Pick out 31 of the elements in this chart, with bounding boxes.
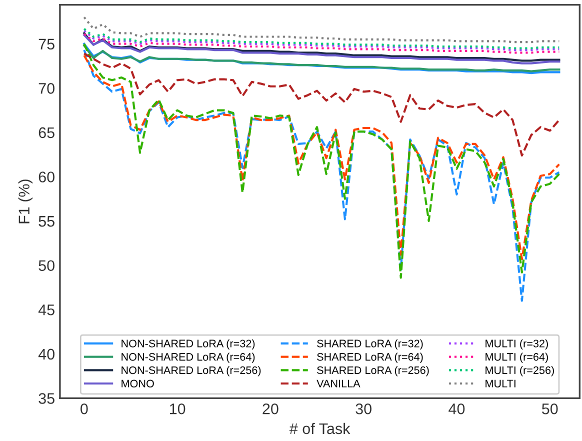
legend-label: MULTI (r=256) (486, 366, 554, 376)
legend-label: MONO (122, 380, 154, 388)
line-series (83, 52, 560, 157)
y-tick-label: 55 (38, 216, 54, 227)
y-tick-label: 40 (38, 348, 54, 360)
x-tick-label: 30 (356, 403, 372, 414)
legend-label: NON-SHARED LoRA (r=256) (122, 366, 261, 376)
legend-label: SHARED LoRA (r=32) (317, 339, 423, 350)
legend-label: MULTI (r=32) (486, 339, 548, 350)
x-tick-label: 0 (80, 403, 88, 414)
x-tick-label: 20 (262, 403, 278, 414)
y-tick-label: 45 (38, 304, 54, 316)
y-axis-title: F1 (%) (18, 180, 33, 224)
y-tick-label: 50 (38, 260, 54, 272)
x-tick-label: 40 (448, 403, 465, 414)
legend-label: VANILLA (316, 380, 360, 388)
legend-label: MULTI (486, 380, 516, 388)
legend-label: NON-SHARED LoRA (r=64) (122, 352, 255, 363)
legend-label: SHARED LoRA (r=256) (317, 366, 429, 376)
line-series (83, 16, 560, 44)
y-tick-label: 75 (38, 38, 54, 50)
y-tick-label: 70 (38, 83, 54, 94)
y-tick-label: 60 (38, 172, 54, 182)
y-tick-label: 65 (38, 127, 54, 138)
legend-label: SHARED LoRA (r=64) (317, 352, 423, 363)
legend-label: MULTI (r=64) (486, 352, 548, 363)
x-axis-title: # of Task (289, 422, 350, 434)
x-tick-label: 50 (542, 403, 558, 414)
legend-label: NON-SHARED LoRA (r=32) (122, 339, 255, 350)
x-tick-label: 10 (170, 403, 186, 414)
y-tick-label: 35 (38, 393, 54, 404)
